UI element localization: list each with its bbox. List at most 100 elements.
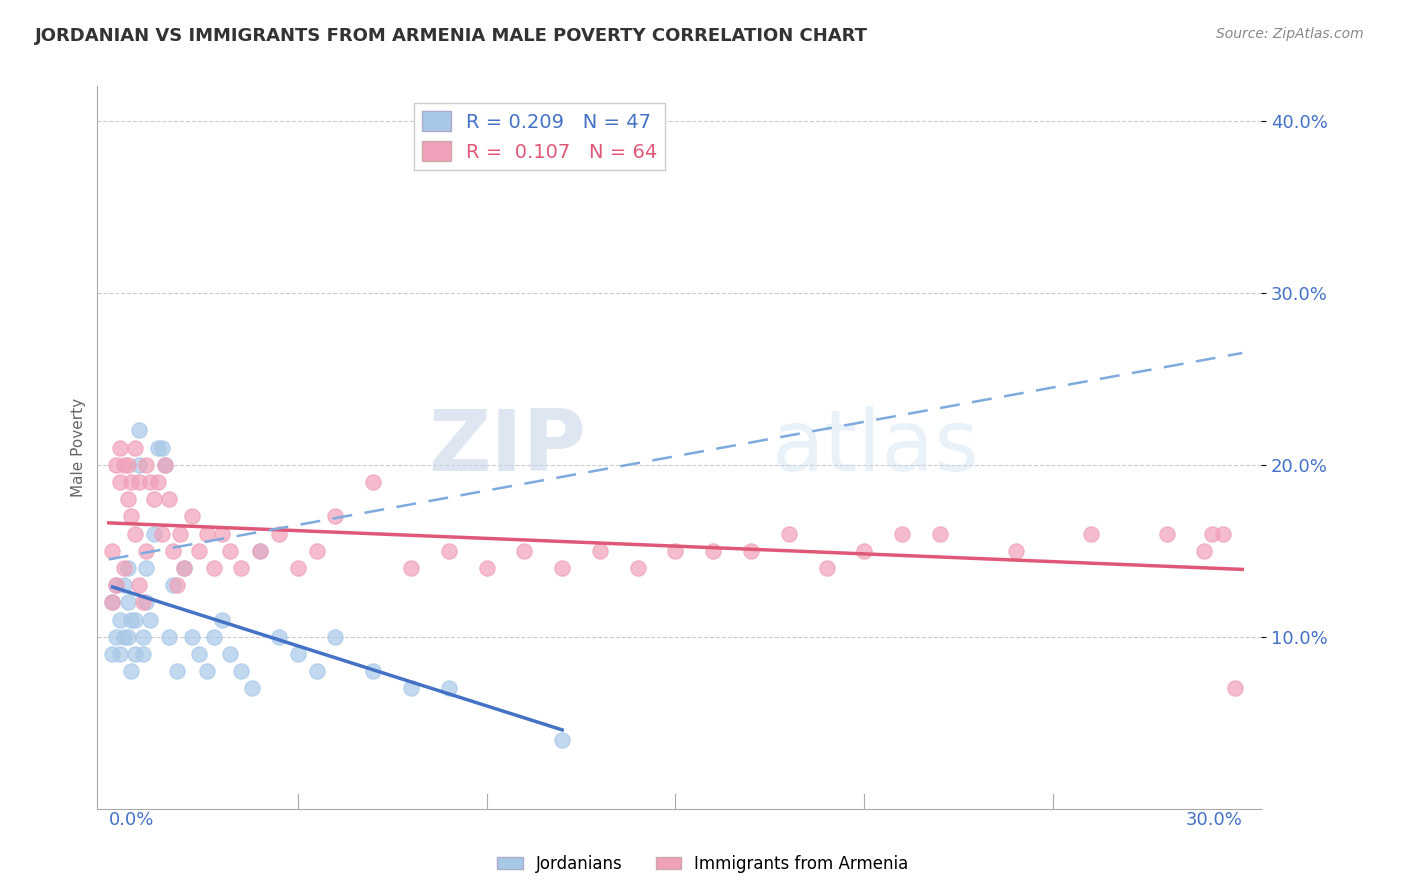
Point xyxy=(287,561,309,575)
Point xyxy=(105,578,128,592)
Point xyxy=(166,578,188,592)
Point xyxy=(815,561,838,575)
Text: Source: ZipAtlas.com: Source: ZipAtlas.com xyxy=(1216,27,1364,41)
Point xyxy=(101,595,124,609)
Point xyxy=(124,613,146,627)
Point xyxy=(249,543,271,558)
Point xyxy=(124,526,146,541)
Point xyxy=(155,458,177,472)
Point xyxy=(702,543,724,558)
Point xyxy=(143,492,166,507)
Text: atlas: atlas xyxy=(772,406,980,489)
Point xyxy=(146,441,169,455)
Point xyxy=(249,543,271,558)
Point xyxy=(218,543,240,558)
Point xyxy=(169,526,191,541)
Point xyxy=(589,543,612,558)
Point xyxy=(1004,543,1026,558)
Point xyxy=(131,647,153,661)
Point xyxy=(399,681,422,696)
Point xyxy=(146,475,169,489)
Point xyxy=(267,630,290,644)
Point xyxy=(105,630,128,644)
Point xyxy=(195,664,218,678)
Point xyxy=(101,595,124,609)
Point xyxy=(117,630,139,644)
Point xyxy=(117,458,139,472)
Point xyxy=(112,561,135,575)
Point xyxy=(108,647,131,661)
Point xyxy=(135,458,157,472)
Point xyxy=(101,647,124,661)
Point xyxy=(211,613,233,627)
Point xyxy=(101,543,124,558)
Y-axis label: Male Poverty: Male Poverty xyxy=(72,398,86,497)
Point xyxy=(150,526,173,541)
Point xyxy=(513,543,536,558)
Point xyxy=(120,613,142,627)
Point xyxy=(117,595,139,609)
Text: 30.0%: 30.0% xyxy=(1185,811,1243,829)
Point xyxy=(180,509,202,524)
Point xyxy=(143,526,166,541)
Point xyxy=(204,630,226,644)
Point xyxy=(128,475,150,489)
Point xyxy=(117,561,139,575)
Point xyxy=(180,630,202,644)
Point xyxy=(135,543,157,558)
Point xyxy=(128,578,150,592)
Legend: R = 0.209   N = 47, R =  0.107   N = 64: R = 0.209 N = 47, R = 0.107 N = 64 xyxy=(413,103,665,169)
Point xyxy=(162,543,184,558)
Point xyxy=(399,561,422,575)
Point xyxy=(105,458,128,472)
Point xyxy=(551,561,574,575)
Point xyxy=(1156,526,1178,541)
Point xyxy=(124,647,146,661)
Point xyxy=(325,509,347,524)
Point xyxy=(305,664,328,678)
Point xyxy=(218,647,240,661)
Text: ZIP: ZIP xyxy=(429,406,586,489)
Point xyxy=(361,475,384,489)
Point xyxy=(929,526,952,541)
Point xyxy=(112,458,135,472)
Point xyxy=(108,441,131,455)
Point xyxy=(240,681,263,696)
Point xyxy=(139,475,162,489)
Point xyxy=(229,664,252,678)
Point xyxy=(1201,526,1223,541)
Point xyxy=(131,630,153,644)
Point xyxy=(891,526,914,541)
Text: 0.0%: 0.0% xyxy=(108,811,155,829)
Point xyxy=(124,441,146,455)
Point xyxy=(287,647,309,661)
Point xyxy=(267,526,290,541)
Point xyxy=(204,561,226,575)
Point xyxy=(155,458,177,472)
Point xyxy=(120,509,142,524)
Point xyxy=(120,475,142,489)
Point xyxy=(135,595,157,609)
Point xyxy=(188,543,211,558)
Point xyxy=(551,733,574,747)
Point xyxy=(128,424,150,438)
Text: JORDANIAN VS IMMIGRANTS FROM ARMENIA MALE POVERTY CORRELATION CHART: JORDANIAN VS IMMIGRANTS FROM ARMENIA MAL… xyxy=(35,27,868,45)
Point xyxy=(778,526,800,541)
Point xyxy=(1194,543,1216,558)
Point xyxy=(1223,681,1246,696)
Point xyxy=(112,630,135,644)
Point xyxy=(195,526,218,541)
Point xyxy=(131,595,153,609)
Point xyxy=(229,561,252,575)
Point xyxy=(305,543,328,558)
Point xyxy=(117,492,139,507)
Point xyxy=(740,543,762,558)
Point xyxy=(853,543,876,558)
Point xyxy=(188,647,211,661)
Point xyxy=(361,664,384,678)
Point xyxy=(475,561,498,575)
Point xyxy=(1080,526,1102,541)
Point xyxy=(108,475,131,489)
Point xyxy=(150,441,173,455)
Point xyxy=(105,578,128,592)
